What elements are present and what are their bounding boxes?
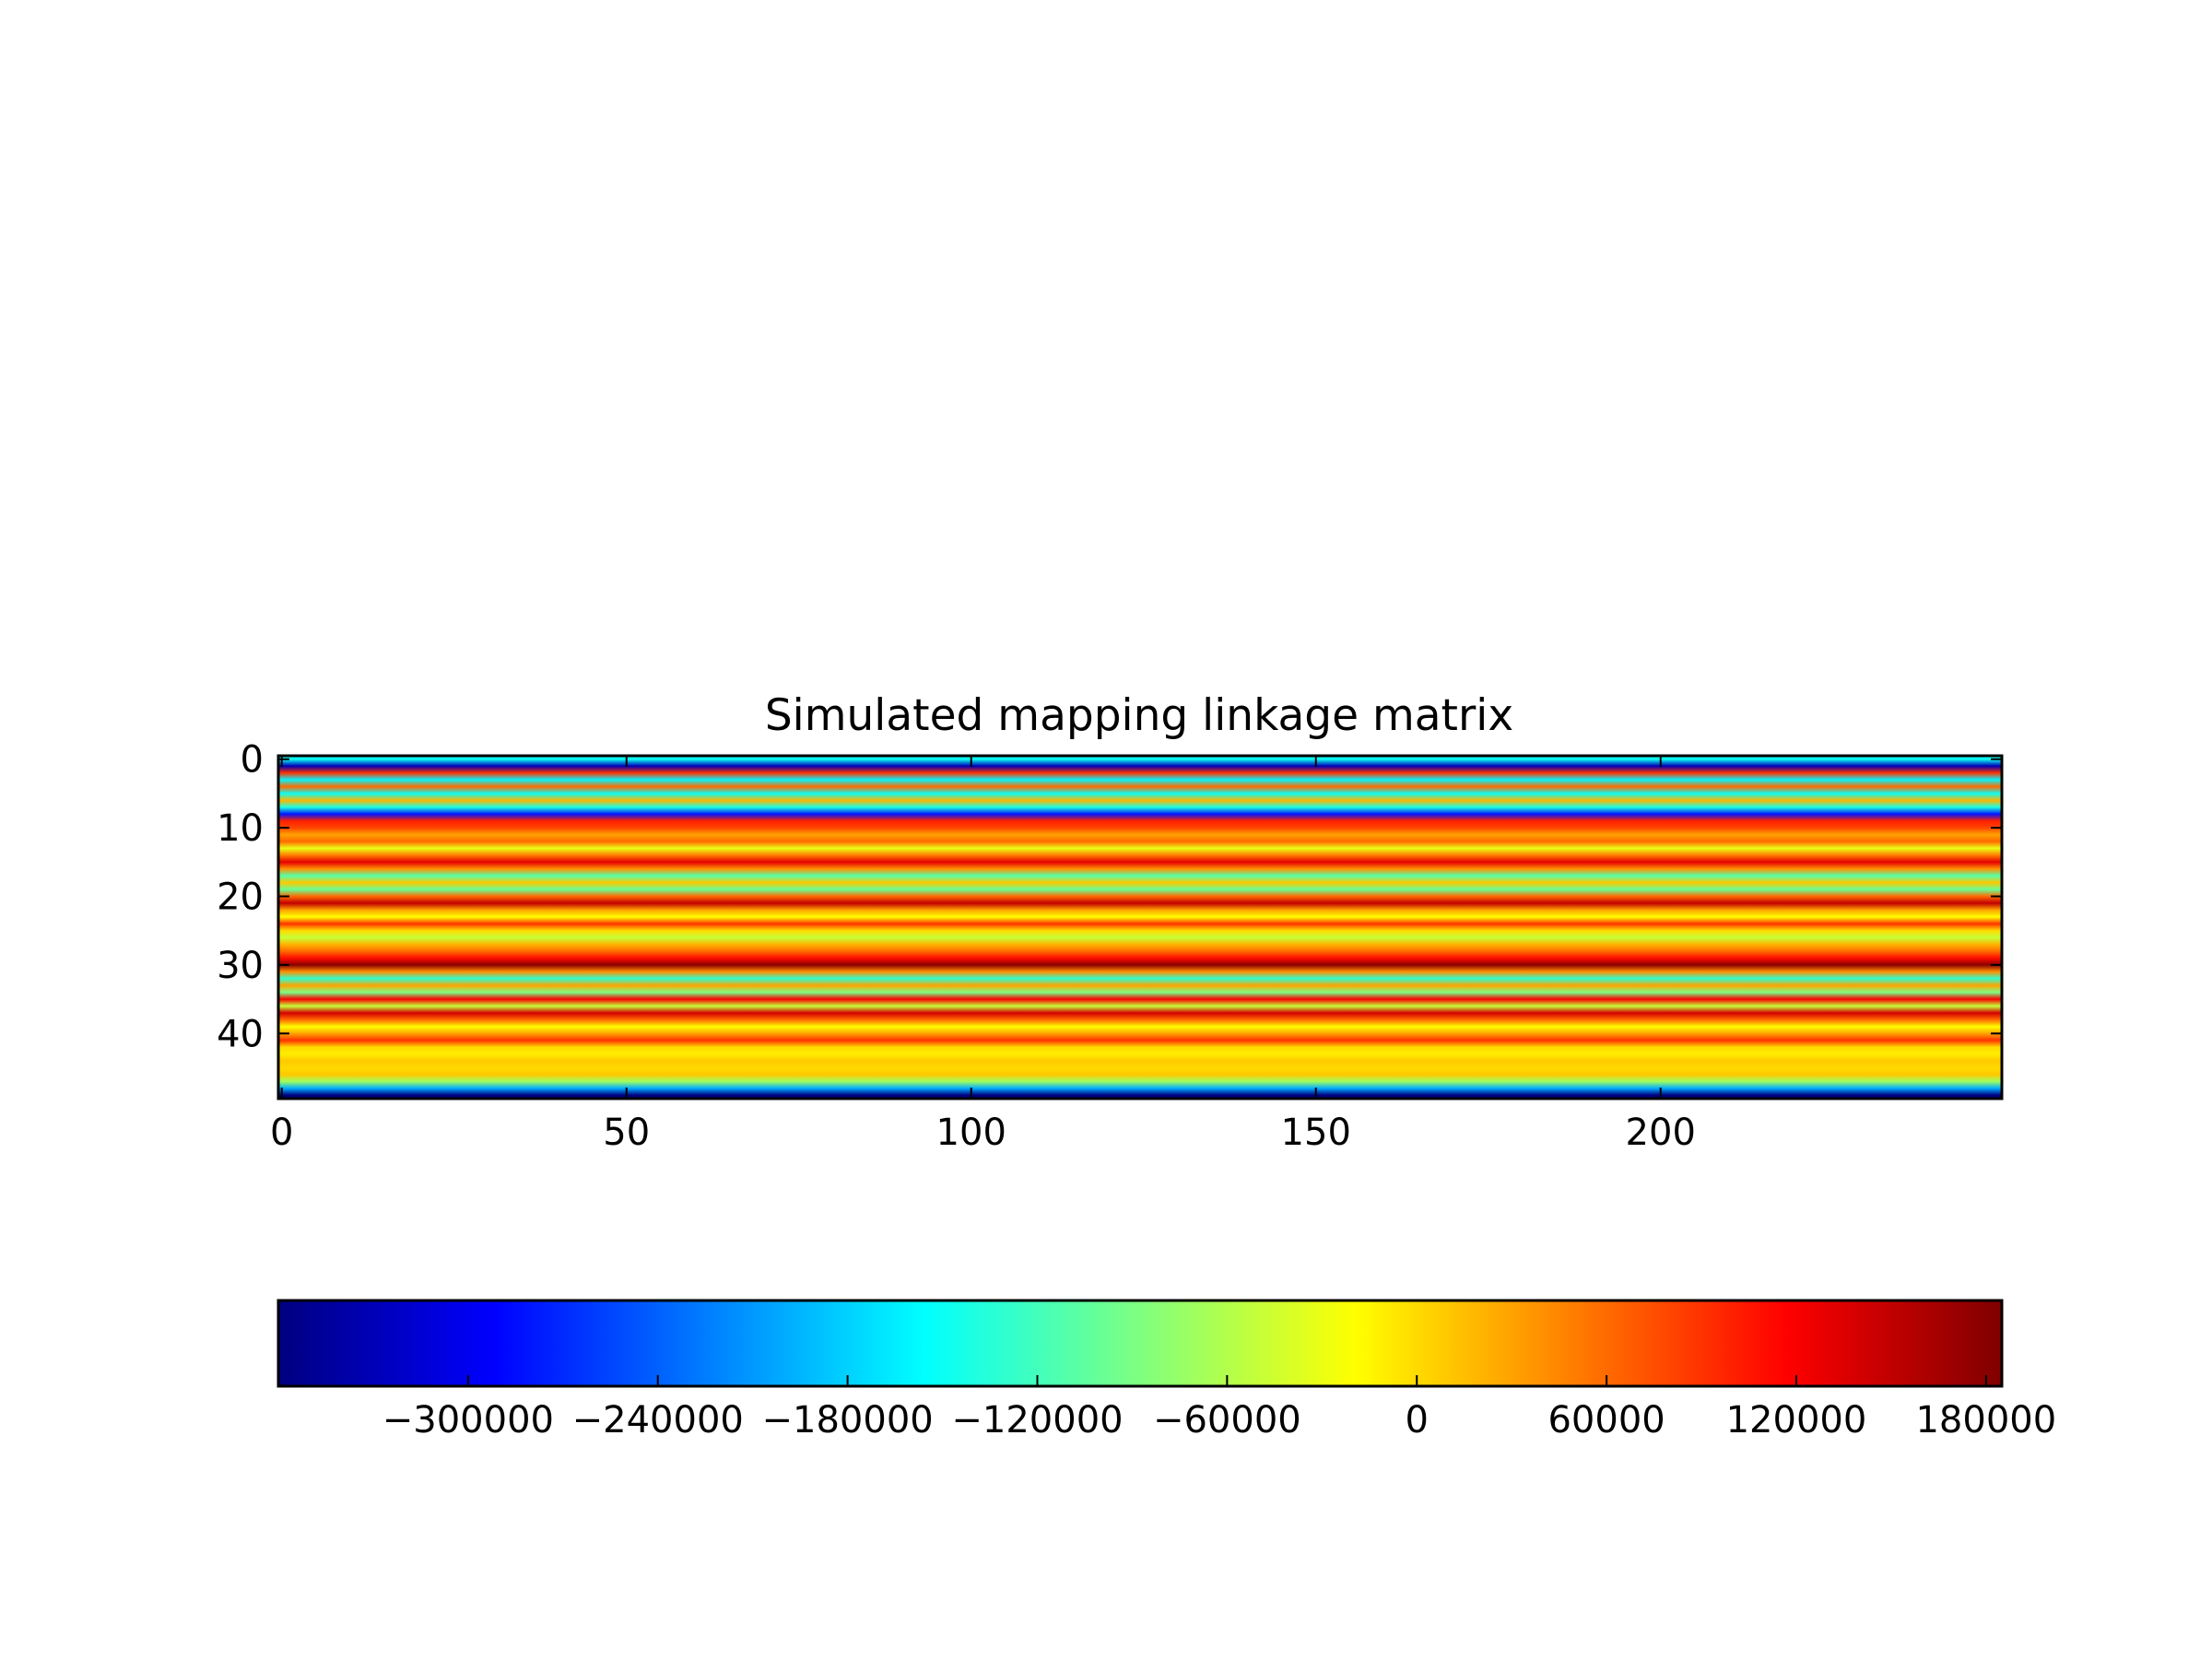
- x-tick-label: 150: [1281, 1112, 1351, 1154]
- x-tick-label: 200: [1626, 1112, 1696, 1154]
- y-tick-label: 40: [217, 1013, 264, 1055]
- heatmap-axes: 0 50 100 150 200 0 10 20 30 40: [217, 739, 2002, 1154]
- y-tick-label: 30: [217, 945, 264, 987]
- colorbar-tick-label: 60000: [1547, 1399, 1665, 1441]
- colorbar-tick-label: −60000: [1153, 1399, 1301, 1441]
- heatmap-image: [278, 756, 2002, 1099]
- colorbar-tick-label: 120000: [1726, 1399, 1867, 1441]
- chart-title: Simulated mapping linkage matrix: [765, 690, 1513, 741]
- colorbar-tick-label: −120000: [951, 1399, 1123, 1441]
- colorbar-tick-label: −300000: [382, 1399, 554, 1441]
- colorbar-tick-label: −240000: [572, 1399, 744, 1441]
- colorbar-tick-label: −180000: [762, 1399, 934, 1441]
- x-tick-label: 0: [270, 1112, 293, 1154]
- colorbar-axes: −300000 −240000 −180000 −120000 −60000 0 60000…: [382, 1375, 2056, 1441]
- x-tick-label: 100: [936, 1112, 1006, 1154]
- colorbar-frame: [276, 1299, 2004, 1388]
- y-tick-label: 10: [217, 807, 264, 850]
- y-tick-label: 20: [217, 877, 264, 919]
- y-tick-label: 0: [241, 739, 264, 782]
- colorbar-tick-label: 180000: [1915, 1399, 2056, 1441]
- x-tick-label: 50: [603, 1112, 650, 1154]
- colorbar-tick-label: 0: [1406, 1399, 1429, 1441]
- heatmap-frame: [276, 754, 2004, 1100]
- colorbar-image: [278, 1300, 2002, 1386]
